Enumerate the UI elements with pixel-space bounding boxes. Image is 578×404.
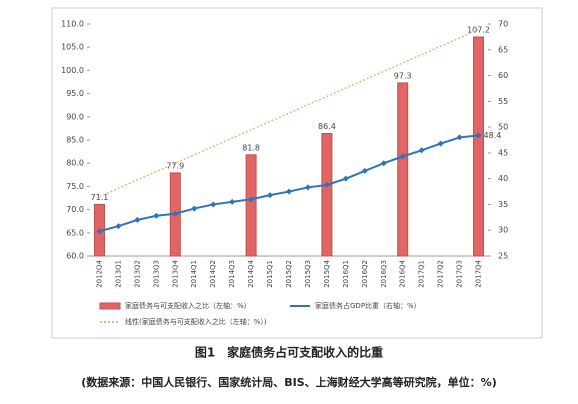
legend-label: 线性(家庭债务与可支配收入之比（左轴：%）) [125, 317, 267, 326]
legend-label: 家庭债务与可支配收入之比（左轴：%） [125, 301, 251, 310]
y2-tick-label: 25 [498, 252, 508, 261]
line-marker [418, 147, 425, 154]
data-label: 48.4 [484, 131, 502, 140]
y-tick-label: 75.0 [66, 182, 84, 191]
chart-frame [51, 7, 543, 339]
line-marker [210, 201, 217, 208]
x-tick-label: 2017Q2 [437, 260, 445, 288]
data-label: 97.3 [394, 71, 412, 80]
x-tick-label: 2013Q1 [114, 260, 122, 288]
bar [397, 82, 409, 257]
chart-caption: 图1 家庭债务占可支配收入的比重 [195, 345, 383, 360]
y2-tick-label: 45 [498, 148, 508, 157]
legend-label: 家庭债务占GDP比重（右轴：%） [315, 301, 421, 310]
line-marker [304, 184, 311, 191]
line-marker [286, 188, 292, 195]
x-tick-label: 2014Q2 [209, 260, 217, 288]
x-tick-label: 2016Q3 [380, 260, 388, 288]
bar [473, 36, 485, 257]
y-tick-label: 70.0 [66, 205, 84, 214]
y-tick-label: 95.0 [66, 89, 84, 98]
x-tick-label: 2016Q2 [361, 260, 369, 288]
x-tick-label: 2014Q3 [228, 260, 236, 288]
x-tick-label: 2015Q2 [285, 260, 293, 288]
y2-tick-label: 55 [498, 97, 508, 106]
x-tick-label: 2014Q1 [190, 260, 198, 288]
line-marker [323, 181, 330, 188]
data-label: 86.4 [318, 122, 336, 131]
x-tick-label: 2015Q3 [304, 260, 312, 288]
y-tick-label: 90.0 [66, 112, 84, 121]
y-tick-label: 100.0 [61, 66, 84, 75]
y2-tick-label: 65 [498, 45, 508, 54]
x-tick-label: 2013Q4 [171, 259, 179, 287]
bar [321, 133, 333, 257]
x-tick-label: 2017Q4 [475, 259, 483, 287]
line-marker [437, 140, 444, 147]
x-tick-label: 2013Q2 [133, 260, 141, 288]
line-marker [248, 196, 255, 203]
y-tick-label: 60.0 [66, 252, 84, 261]
line-marker [229, 198, 236, 205]
y-tick-label: 85.0 [66, 136, 84, 145]
x-tick-label: 2016Q1 [342, 260, 350, 288]
y-tick-label: 65.0 [66, 228, 84, 237]
line-marker [134, 216, 141, 223]
x-tick-label: 2012Q4 [95, 259, 103, 287]
legend-swatch [99, 302, 121, 310]
y2-tick-label: 70 [498, 20, 508, 29]
line-marker [380, 160, 387, 167]
x-tick-label: 2015Q1 [266, 260, 274, 288]
y2-tick-label: 35 [498, 200, 508, 209]
data-label: 81.8 [242, 143, 260, 152]
y-tick-label: 80.0 [66, 159, 84, 168]
x-tick-label: 2017Q1 [418, 260, 426, 288]
line-marker [399, 153, 406, 160]
x-tick-label: 2013Q3 [152, 260, 160, 288]
data-label: 107.2 [467, 25, 490, 34]
line-marker [172, 210, 179, 217]
data-label: 71.1 [91, 193, 109, 202]
y-tick-label: 105.0 [61, 43, 84, 52]
x-tick-label: 2017Q3 [456, 260, 464, 288]
line-marker [475, 132, 482, 139]
x-tick-label: 2014Q4 [247, 259, 255, 287]
line-marker [191, 205, 198, 212]
line-marker [115, 223, 122, 230]
y-tick-label: 110.0 [61, 20, 84, 29]
x-tick-label: 2016Q4 [399, 259, 407, 287]
line-marker [153, 212, 160, 219]
line-marker [267, 192, 274, 199]
chart-source: (数据来源：中国人民银行、国家统计局、BIS、上海财经大学高等研究院，单位：%) [81, 375, 496, 389]
line-marker [361, 167, 368, 174]
y2-tick-label: 50 [498, 123, 508, 132]
x-tick-label: 2015Q4 [323, 259, 331, 287]
line-marker [96, 228, 103, 235]
y2-tick-label: 40 [498, 174, 508, 183]
y2-tick-label: 60 [498, 71, 508, 80]
line-marker [456, 134, 463, 141]
trend-line [99, 28, 479, 198]
y2-tick-label: 30 [498, 226, 508, 235]
bar [245, 154, 257, 257]
line-marker [342, 175, 349, 182]
data-label: 77.9 [166, 161, 184, 170]
